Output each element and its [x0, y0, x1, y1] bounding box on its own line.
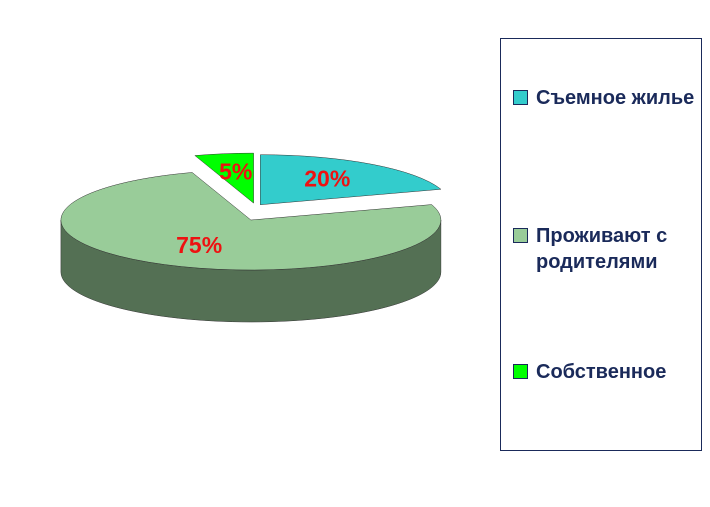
legend-swatch — [513, 364, 528, 379]
legend-label: Съемное жилье — [536, 87, 695, 109]
value-label: 5% — [219, 159, 252, 185]
legend-item: Проживают с родителями — [513, 223, 701, 275]
slice-top — [60, 172, 442, 271]
value-label: 20% — [304, 166, 350, 192]
slice — [260, 154, 442, 205]
slice-top — [194, 152, 254, 204]
legend-item: Собственное — [513, 359, 701, 385]
pie-area: 20% 75% 5% — [60, 152, 442, 323]
legend-swatch — [513, 228, 528, 243]
legend-item: Съемное жилье — [513, 85, 701, 111]
value-label: 75% — [176, 232, 222, 258]
legend-label: Проживают с родителями — [536, 225, 668, 273]
slice — [60, 172, 442, 323]
legend-swatch — [513, 90, 528, 105]
legend: Съемное жилье Проживают с родителями Собст… — [500, 38, 702, 451]
slice — [194, 152, 254, 204]
legend-label: Собственное — [536, 361, 667, 383]
slice-top — [260, 154, 442, 205]
